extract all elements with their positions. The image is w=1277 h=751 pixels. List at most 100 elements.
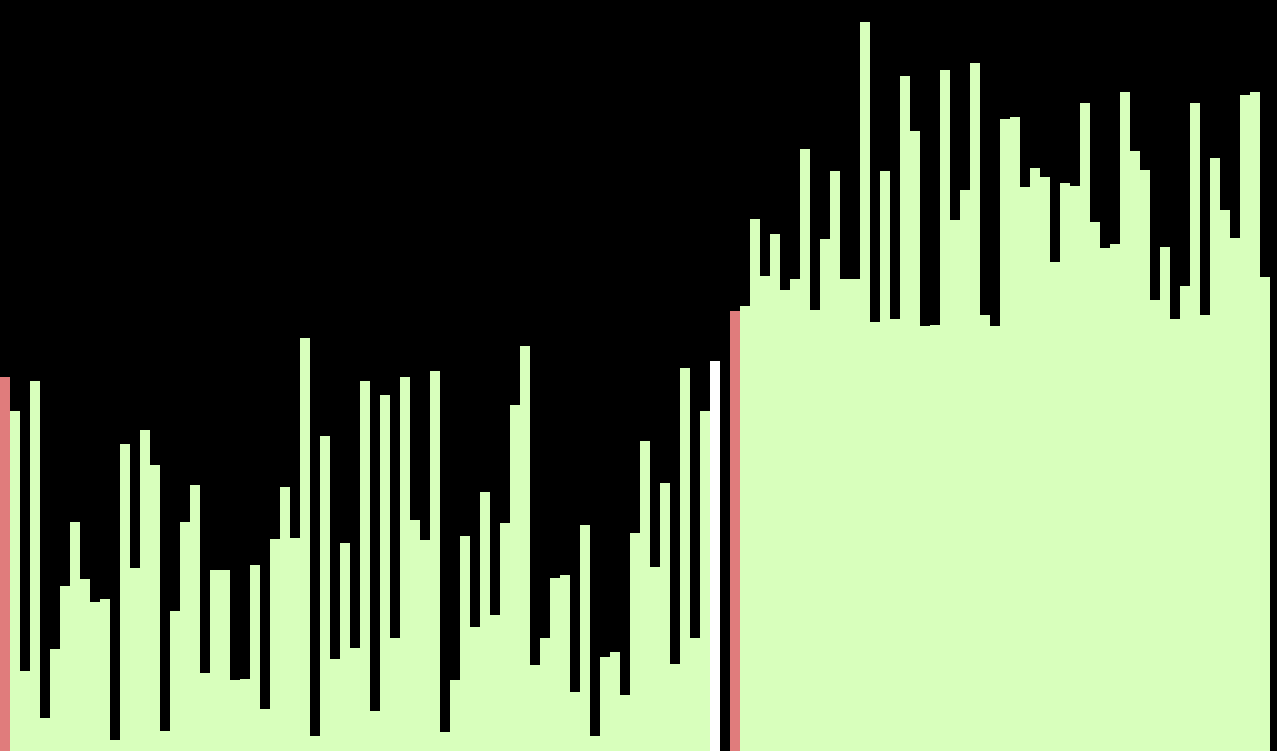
bar-117	[1170, 319, 1180, 751]
bar-25	[250, 565, 260, 751]
bar-37	[370, 711, 380, 751]
bar-95	[950, 220, 960, 751]
bar-74	[740, 306, 750, 751]
bar-97	[970, 63, 980, 751]
bar-109	[1090, 222, 1100, 751]
bar-93	[930, 325, 940, 751]
bar-66	[660, 483, 670, 751]
bar-105	[1050, 262, 1060, 751]
bar-86	[860, 22, 870, 751]
bar-60	[600, 657, 610, 751]
bar-65	[650, 567, 660, 751]
bar-92	[920, 326, 930, 751]
bar-101	[1010, 117, 1020, 751]
bar-45	[450, 680, 460, 751]
bar-91	[910, 131, 920, 751]
bar-111	[1110, 244, 1120, 751]
bar-80	[800, 149, 810, 751]
bar-32	[320, 436, 330, 751]
bar-100	[1000, 119, 1010, 751]
bar-46	[460, 536, 470, 751]
bar-26	[260, 709, 270, 751]
bar-12	[120, 444, 130, 751]
bar-64	[640, 441, 650, 751]
bar-48	[480, 492, 490, 751]
bar-41	[410, 520, 420, 751]
bar-19	[190, 485, 200, 751]
bar-108	[1080, 103, 1090, 751]
bar-76	[760, 276, 770, 751]
bar-38	[380, 395, 390, 751]
bar-78	[780, 290, 790, 751]
bar-11	[110, 740, 120, 751]
bar-23	[230, 680, 240, 751]
bar-96	[960, 190, 970, 751]
bar-16	[160, 731, 170, 751]
bar-31	[310, 736, 320, 751]
bar-84	[840, 279, 850, 751]
bar-79	[790, 279, 800, 751]
bar-63	[630, 533, 640, 751]
bar-28	[280, 487, 290, 751]
bar-54	[540, 638, 550, 751]
bar-9	[90, 602, 100, 751]
bar-4	[40, 718, 50, 751]
bar-90	[900, 76, 910, 751]
bar-44	[440, 732, 450, 751]
bar-52	[520, 346, 530, 751]
bar-103	[1030, 168, 1040, 751]
bar-18	[180, 522, 190, 751]
bar-62	[620, 695, 630, 751]
bar-49	[490, 615, 500, 751]
bar-112	[1120, 92, 1130, 751]
bar-83	[830, 171, 840, 751]
bars-group	[0, 22, 1270, 751]
bar-13	[130, 568, 140, 751]
marker-bar-73	[730, 311, 740, 751]
bar-88	[880, 171, 890, 751]
bar-89	[890, 319, 900, 751]
bar-115	[1150, 300, 1160, 751]
bar-102	[1020, 187, 1030, 751]
bar-125	[1250, 92, 1260, 751]
bar-51	[510, 405, 520, 751]
bar-99	[990, 326, 1000, 751]
bar-30	[300, 338, 310, 751]
bar-14	[140, 430, 150, 751]
bar-107	[1070, 186, 1080, 751]
bar-114	[1140, 170, 1150, 751]
bar-67	[670, 664, 680, 751]
bar-56	[560, 575, 570, 751]
bar-5	[50, 649, 60, 751]
bar-43	[430, 371, 440, 751]
bar-77	[770, 234, 780, 751]
bar-82	[820, 239, 830, 751]
bar-55	[550, 578, 560, 751]
bar-87	[870, 322, 880, 751]
bar-39	[390, 638, 400, 751]
bar-10	[100, 599, 110, 751]
bar-68	[680, 368, 690, 751]
bar-121	[1210, 158, 1220, 751]
bar-20	[200, 673, 210, 751]
bar-36	[360, 381, 370, 751]
bar-24	[240, 679, 250, 751]
bar-2	[20, 671, 30, 751]
bar-85	[850, 279, 860, 751]
bar-116	[1160, 247, 1170, 751]
bar-17	[170, 611, 180, 751]
bar-118	[1180, 286, 1190, 751]
bar-21	[210, 570, 220, 751]
bar-57	[570, 692, 580, 751]
bar-42	[420, 540, 430, 751]
marker-bar-0	[0, 377, 10, 751]
bar-50	[500, 523, 510, 751]
bar-1	[10, 411, 20, 751]
bar-123	[1230, 238, 1240, 751]
bar-22	[220, 570, 230, 751]
bar-122	[1220, 210, 1230, 751]
bar-47	[470, 627, 480, 751]
bar-120	[1200, 315, 1210, 751]
bar-7	[70, 522, 80, 751]
